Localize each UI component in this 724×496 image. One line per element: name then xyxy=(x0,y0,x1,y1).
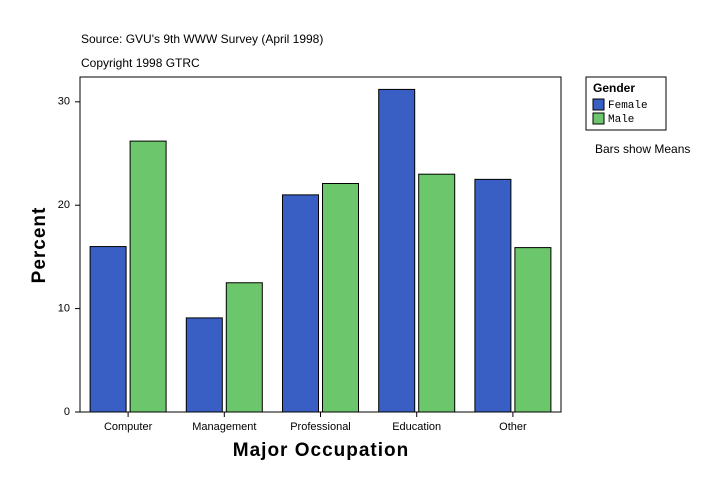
x-axis-title: Major Occupation xyxy=(233,440,409,461)
x-tick-label: Other xyxy=(499,421,527,433)
x-tick-label: Professional xyxy=(290,421,351,433)
legend-label: Female xyxy=(608,100,648,112)
legend-title: Gender xyxy=(593,81,635,95)
legend-swatch xyxy=(592,98,605,111)
bar xyxy=(474,178,512,413)
y-axis-title: Percent xyxy=(29,207,50,284)
bar xyxy=(378,88,416,413)
y-tick-label: 30 xyxy=(58,96,70,108)
x-tick-label: Education xyxy=(392,421,441,433)
source-text: Source: GVU's 9th WWW Survey (April 1998… xyxy=(81,32,323,46)
note-text: Bars show Means xyxy=(595,142,690,156)
copyright-text: Copyright 1998 GTRC xyxy=(81,56,200,70)
legend-label: Male xyxy=(608,114,634,126)
x-tick-label: Management xyxy=(192,421,256,433)
y-tick-label: 0 xyxy=(64,406,70,418)
bar xyxy=(129,140,167,413)
bar xyxy=(282,194,319,413)
bar xyxy=(225,282,263,413)
bar xyxy=(418,173,456,413)
bar xyxy=(514,247,552,413)
bar xyxy=(89,246,127,413)
x-tick-label: Computer xyxy=(104,421,153,433)
bar xyxy=(322,182,359,413)
legend-swatch xyxy=(592,112,605,125)
y-tick-label: 10 xyxy=(58,303,70,315)
y-tick-label: 20 xyxy=(58,199,70,211)
bar xyxy=(185,317,223,413)
